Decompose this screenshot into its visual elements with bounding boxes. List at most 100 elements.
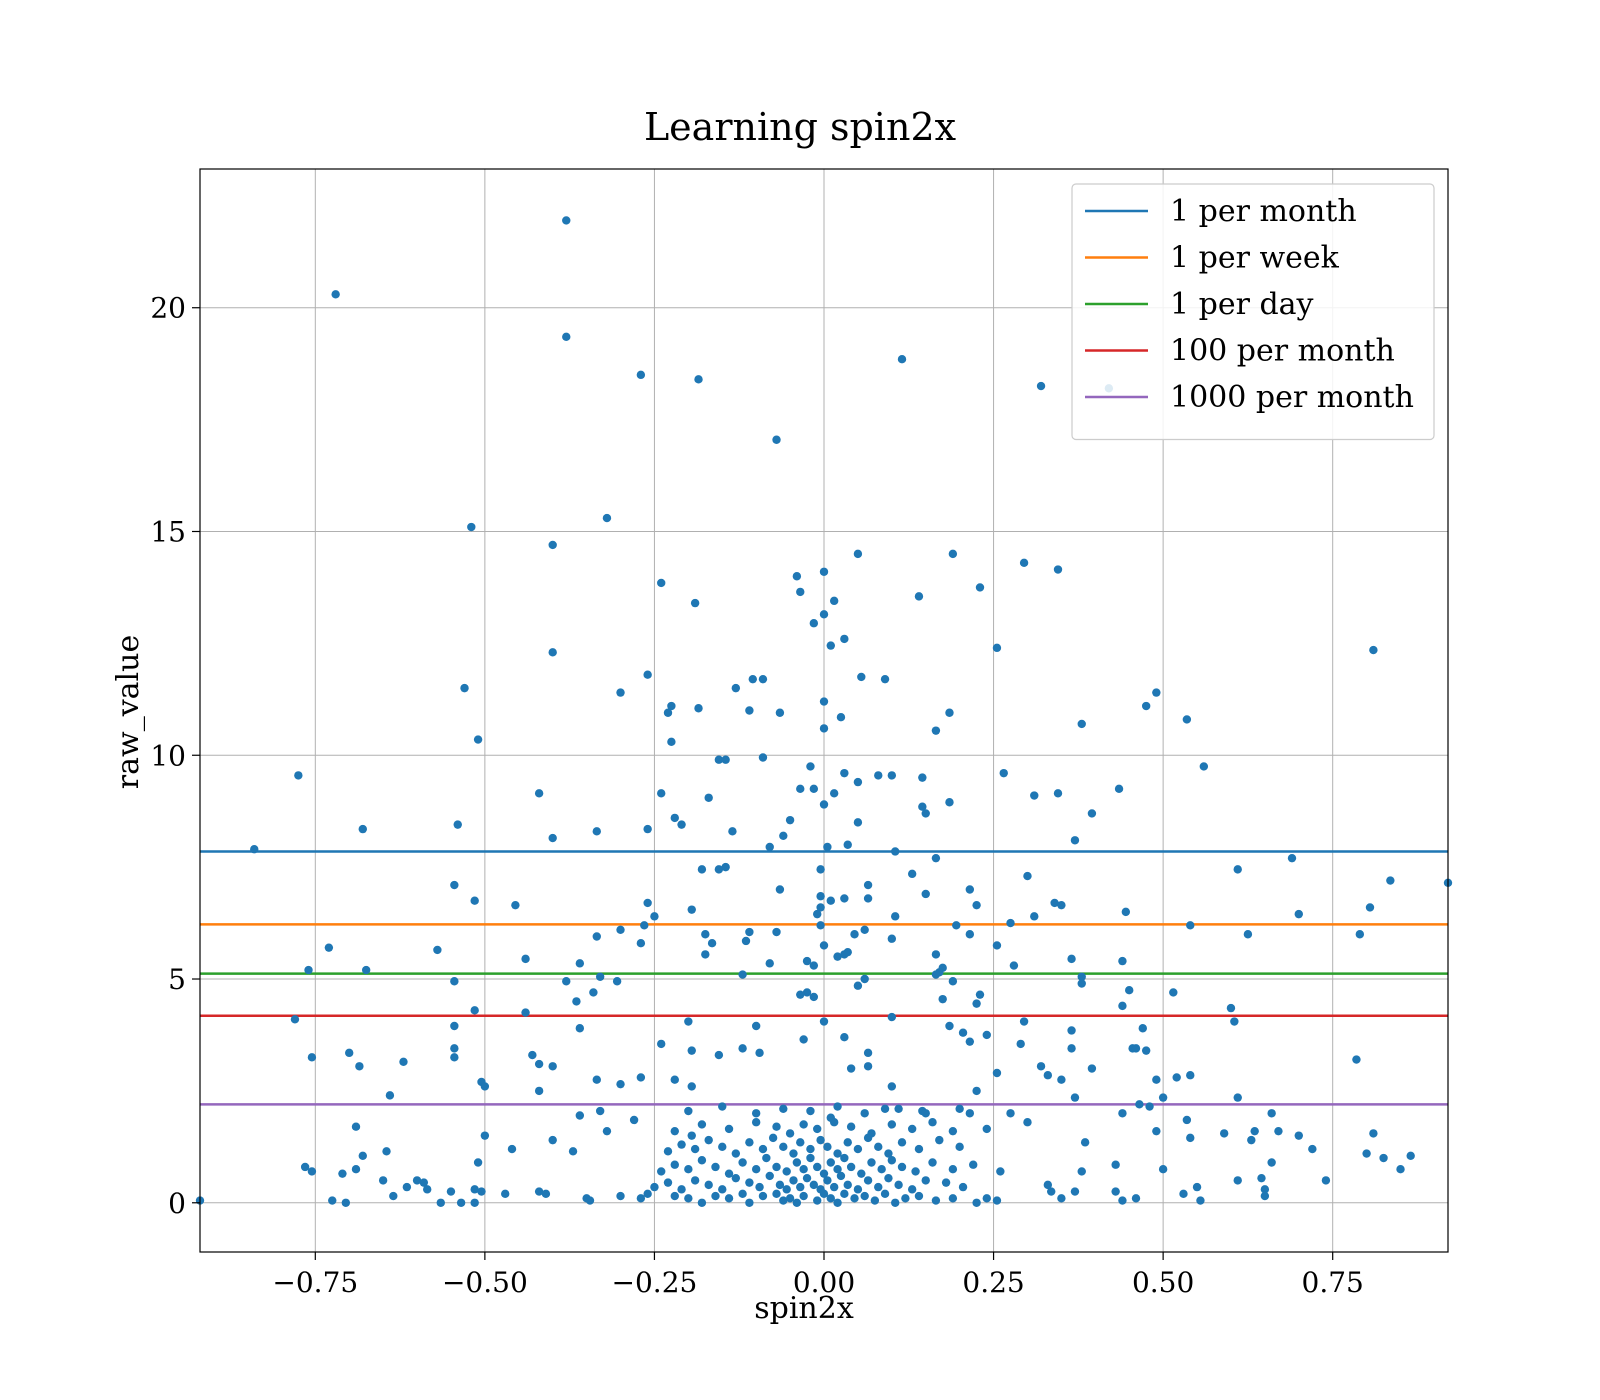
scatter-point <box>1386 876 1395 885</box>
scatter-point <box>958 1182 968 1192</box>
scatter-point <box>782 1167 791 1176</box>
scatter-point <box>772 1162 781 1172</box>
scatter-point <box>887 934 897 943</box>
scatter-point <box>589 988 598 997</box>
scatter-point <box>840 1032 849 1042</box>
scatter-point <box>501 1189 510 1199</box>
scatter-point <box>897 1162 907 1172</box>
scatter-point <box>697 1198 707 1207</box>
legend-label: 1 per week <box>1170 241 1340 276</box>
scatter-point <box>1111 1160 1120 1169</box>
scatter-point <box>453 820 462 829</box>
scatter-point <box>636 370 646 380</box>
scatter-point <box>351 1122 361 1131</box>
scatter-point <box>1114 784 1124 794</box>
scatter-point <box>833 1198 842 1207</box>
scatter-point <box>768 1133 778 1143</box>
scatter-point <box>1070 1093 1080 1102</box>
scatter-point <box>772 435 781 444</box>
scatter-point <box>687 905 696 914</box>
scatter-point <box>867 1158 876 1167</box>
x-axis-label: spin2x <box>754 1291 854 1326</box>
scatter-point <box>789 1176 798 1185</box>
scatter-point <box>541 1189 551 1199</box>
scatter-point <box>694 375 703 384</box>
scatter-point <box>480 1082 490 1091</box>
scatter-point <box>1053 789 1063 798</box>
scatter-point <box>1047 1187 1056 1196</box>
scatter-point <box>802 988 812 997</box>
scatter-point <box>955 1142 964 1152</box>
scatter-point <box>548 1135 557 1145</box>
scatter-point <box>775 1180 785 1190</box>
scatter-point <box>857 1169 866 1178</box>
scatter-point <box>935 1135 944 1145</box>
scatter-point <box>826 896 835 905</box>
scatter-point <box>1369 645 1378 655</box>
scatter-point <box>1030 791 1039 800</box>
scatter-point <box>819 800 829 809</box>
scatter-point <box>1036 381 1046 391</box>
scatter-point <box>843 1138 852 1147</box>
scatter-point <box>843 947 852 957</box>
scatter-point <box>738 1044 747 1053</box>
scatter-point <box>945 708 954 717</box>
scatter-point <box>907 1185 917 1194</box>
scatter-point <box>887 771 897 780</box>
scatter-point <box>1087 1064 1097 1073</box>
scatter-point <box>250 845 259 854</box>
scatter-point <box>636 939 646 948</box>
scatter-point <box>1267 1158 1276 1167</box>
scatter-point <box>809 961 819 970</box>
scatter-point <box>745 1198 754 1207</box>
scatter-point <box>690 1176 700 1185</box>
scatter-point <box>721 755 730 764</box>
scatter-point <box>385 1091 395 1100</box>
scatter-point <box>1141 701 1151 711</box>
scatter-point <box>789 1149 798 1158</box>
x-tick-label: 0.50 <box>1132 1266 1194 1299</box>
scatter-point <box>1019 558 1029 568</box>
scatter-point <box>880 1189 890 1199</box>
scatter-point <box>738 1189 747 1199</box>
scatter-point <box>840 768 849 778</box>
scatter-point <box>684 1017 693 1026</box>
scatter-point <box>460 683 469 693</box>
scatter-point <box>304 965 313 975</box>
scatter-point <box>663 708 673 717</box>
scatter-point <box>762 1153 771 1163</box>
legend: 1 per month 1 per week 1 per day 100 per mo… <box>1071 183 1435 441</box>
scatter-point <box>1352 1055 1361 1064</box>
scatter-point <box>992 941 1002 950</box>
scatter-point <box>863 1176 873 1185</box>
scatter-point <box>975 990 985 999</box>
scatter-point <box>731 683 741 693</box>
scatter-point <box>921 809 930 818</box>
scatter-point <box>745 706 754 715</box>
scatter-point <box>826 1194 835 1203</box>
scatter-point <box>1070 1187 1080 1196</box>
scatter-point <box>982 1194 991 1203</box>
scatter-point <box>972 900 981 910</box>
scatter-point <box>975 583 985 592</box>
scatter-point <box>643 1189 652 1199</box>
scatter-point <box>823 1142 832 1152</box>
scatter-point <box>1036 1062 1046 1071</box>
scatter-point <box>1233 865 1242 874</box>
scatter-point <box>799 1191 808 1201</box>
scatter-point <box>1006 1109 1015 1118</box>
scatter-point <box>345 1048 354 1058</box>
scatter-point <box>1152 1075 1161 1084</box>
scatter-point <box>663 1178 673 1187</box>
y-tick-label: 15 <box>150 515 186 548</box>
scatter-point <box>799 1120 808 1129</box>
scatter-point <box>755 1182 764 1192</box>
scatter-point <box>1125 986 1134 995</box>
scatter-point <box>969 1160 978 1169</box>
scatter-point <box>657 789 666 798</box>
scatter-point <box>914 1191 924 1201</box>
scatter-point <box>1067 954 1076 964</box>
scatter-point <box>1186 1133 1195 1143</box>
